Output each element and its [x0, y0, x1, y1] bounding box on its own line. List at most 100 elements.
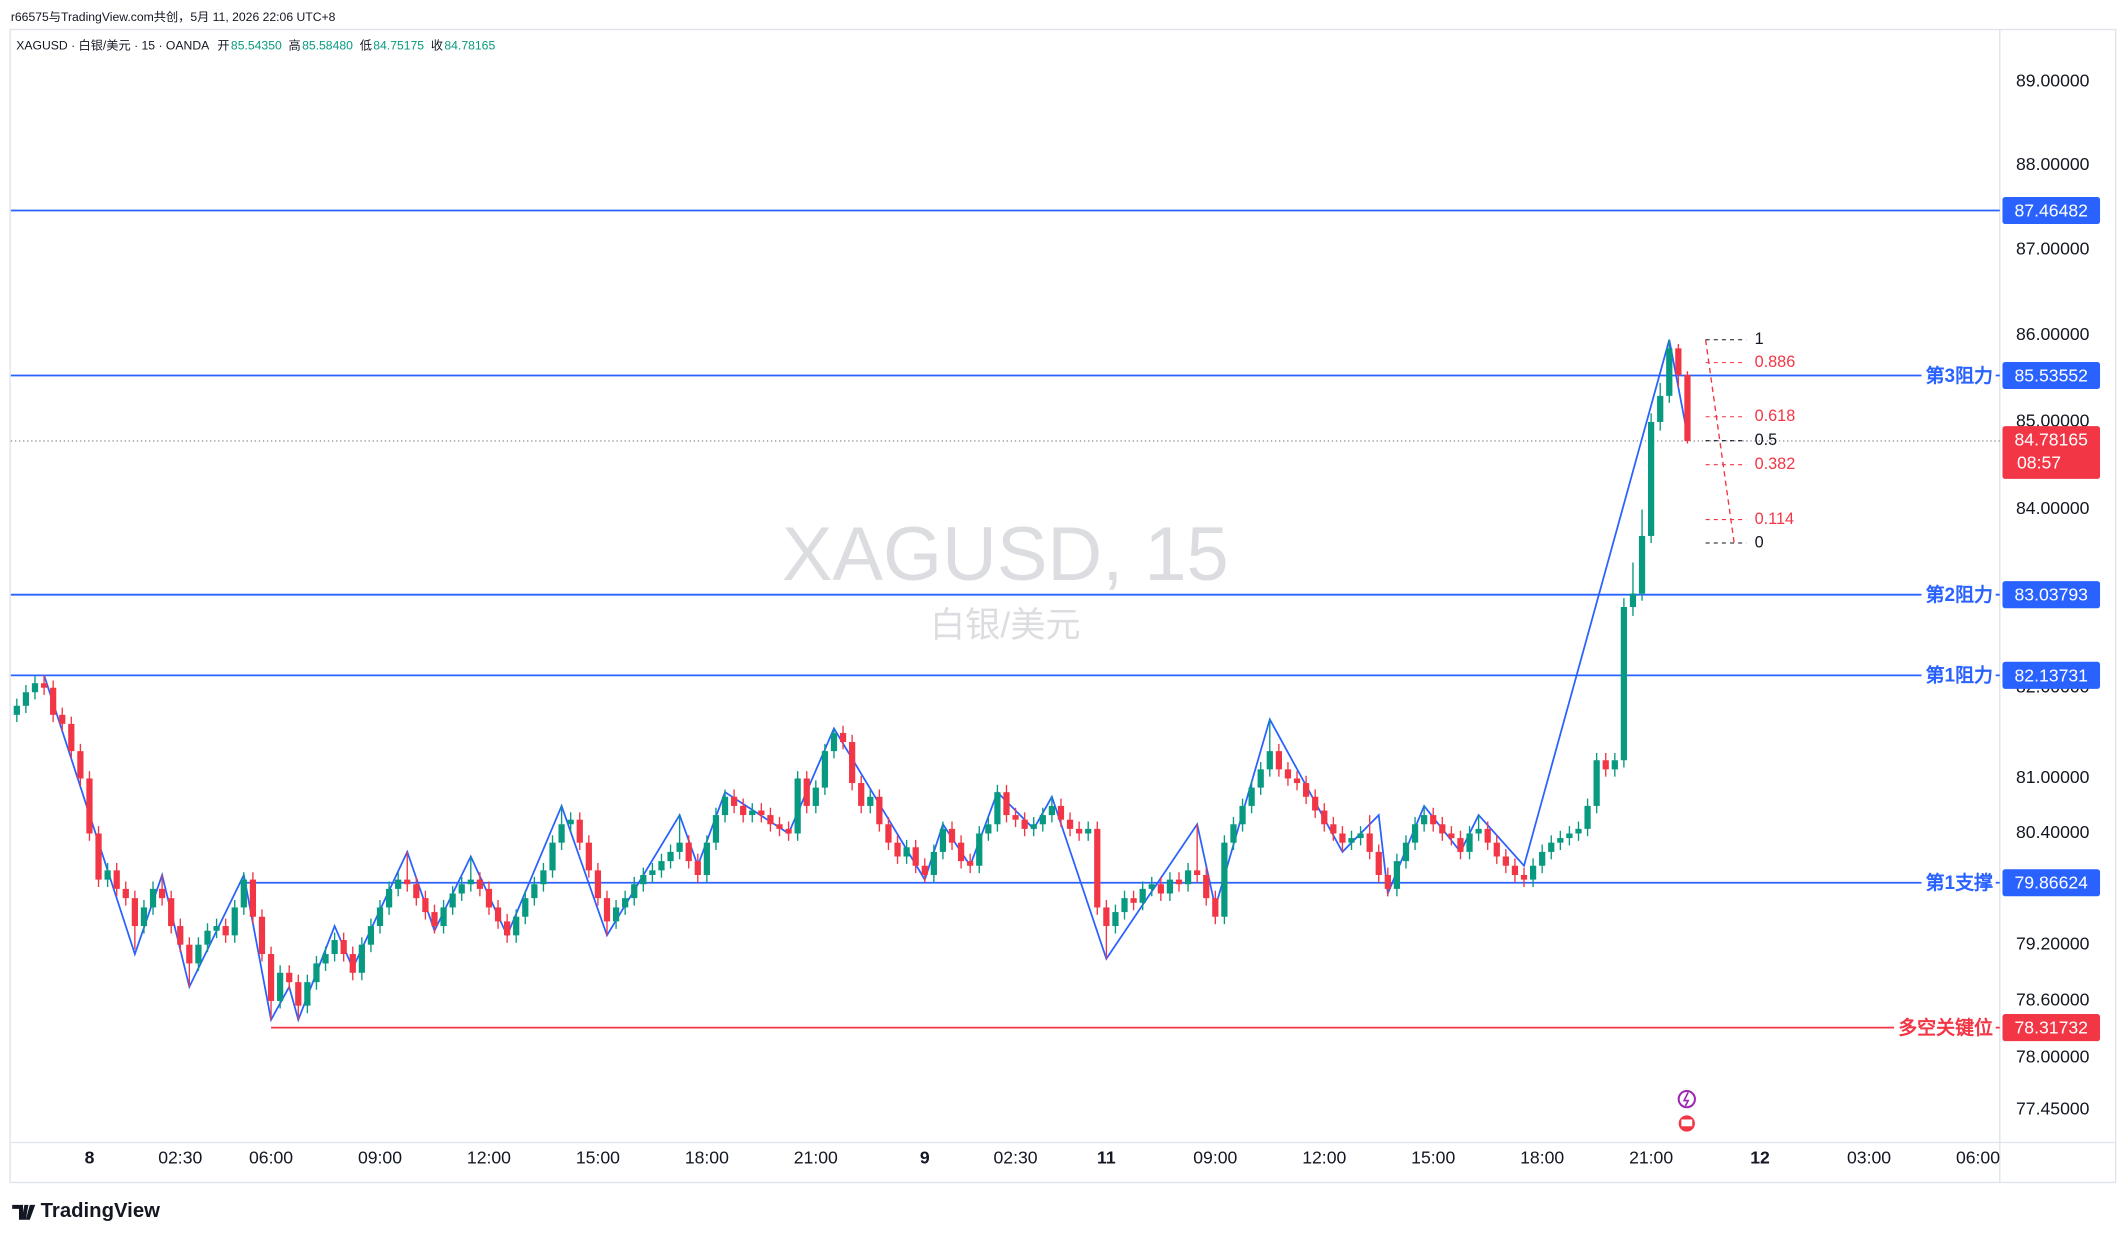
candle-body: [1657, 395, 1664, 422]
candle-body: [885, 824, 892, 843]
candle-body: [703, 842, 710, 875]
candle-body: [1166, 879, 1174, 894]
candle-body: [1539, 851, 1546, 866]
candle-body: [1284, 769, 1292, 779]
candle-body: [277, 972, 284, 1001]
y-tick-label: 87.00000: [2016, 239, 2090, 259]
candle-body: [594, 870, 602, 899]
candle-body: [930, 851, 937, 875]
candle-body: [849, 742, 856, 784]
candle-body: [576, 819, 583, 843]
candle-body: [158, 888, 166, 899]
candle-body: [631, 884, 638, 899]
candle-body: [994, 792, 1001, 825]
candle-body: [1230, 824, 1237, 843]
fib-label: 0.886: [1755, 353, 1796, 371]
candle-body: [440, 907, 447, 927]
candle-body: [694, 861, 701, 875]
level-price-box: [2002, 869, 2101, 897]
candle-body: [1248, 787, 1255, 806]
candle-body: [86, 778, 93, 834]
candle-body: [531, 884, 538, 899]
candle-body: [458, 884, 465, 894]
level-price-label: 83.03793: [2015, 585, 2089, 605]
candle-body: [1375, 851, 1382, 875]
candle-body: [1203, 874, 1210, 899]
brand[interactable]: TradingView: [41, 1200, 160, 1222]
candle-body: [22, 692, 30, 706]
candle-body: [1684, 374, 1691, 441]
candle-body: [867, 796, 874, 806]
y-tick-label: 81.00000: [2016, 767, 2090, 787]
level-name-bg: [1921, 869, 1996, 897]
legend-value: 85.58480: [302, 39, 353, 53]
candle-body: [658, 861, 665, 871]
candle-body: [721, 796, 729, 816]
x-tick-label: 09:00: [358, 1147, 402, 1167]
candle-body: [349, 954, 356, 973]
symbol-line: XAGUSD · 白银/美元 · 15 · OANDA: [16, 38, 210, 53]
candle-body: [730, 796, 738, 806]
candle-body: [113, 870, 120, 889]
candle-body: [504, 921, 511, 936]
x-tick-label: 12: [1750, 1147, 1770, 1167]
credit: r66575与TradingView.com共创，5月 11, 2026 22:…: [11, 10, 336, 24]
level-price-label: 85.53552: [2015, 366, 2088, 386]
event-icon[interactable]: [1677, 1090, 1696, 1109]
candle-body: [422, 898, 429, 913]
level-name: 第3阻力: [1926, 364, 1993, 387]
candle-body: [1030, 824, 1037, 829]
candle-body: [131, 898, 138, 927]
y-tick-label: 86.00000: [2016, 324, 2090, 344]
level-price-label: 79.86624: [2015, 873, 2089, 893]
candle-body: [395, 879, 402, 889]
candle-body: [667, 851, 674, 862]
candle-body: [1066, 819, 1074, 829]
candle-body: [522, 898, 529, 917]
event-icons[interactable]: [1677, 1090, 1696, 1132]
candle-body: [304, 982, 311, 1006]
level-name: 第1阻力: [1926, 664, 1993, 687]
candle-body: [1511, 865, 1519, 875]
candle-body: [186, 944, 193, 964]
candle-body: [1357, 833, 1364, 839]
candle-body: [876, 796, 883, 825]
candle-body: [1293, 778, 1301, 784]
candle-body: [812, 787, 819, 806]
candle-body: [367, 926, 375, 945]
candle-body: [1457, 838, 1464, 852]
candle-body: [1475, 828, 1482, 834]
candle-body: [976, 833, 983, 866]
candle-body: [1321, 810, 1328, 825]
candle-body: [1312, 796, 1319, 811]
candle-body: [1302, 783, 1310, 797]
candle-body: [567, 819, 574, 825]
level-name-bg: [1921, 361, 1996, 390]
x-tick-label: 15:00: [1411, 1147, 1455, 1167]
level-name-bg: [1894, 1014, 1996, 1042]
candle-body: [467, 879, 474, 885]
candle-body: [177, 926, 184, 945]
candle-body: [749, 810, 756, 816]
level-name: 第2阻力: [1926, 583, 1993, 606]
candle-body: [295, 982, 302, 1006]
candle-body: [231, 907, 238, 936]
legend-key: 收: [431, 39, 443, 53]
candle-body: [385, 888, 393, 908]
chart-frame: [9, 28, 2117, 1184]
fib-trend: [1704, 339, 1735, 544]
candle-body: [313, 963, 320, 983]
candle-body: [803, 778, 810, 806]
candle-body: [1076, 828, 1083, 834]
candle-body: [322, 954, 329, 964]
level-price-label: 82.13731: [2015, 665, 2088, 685]
candle-body: [1157, 884, 1164, 894]
y-tick-label: 88.00000: [2016, 154, 2090, 174]
x-tick-label: 11: [1097, 1147, 1116, 1167]
candle-body: [1520, 874, 1528, 880]
candle-body: [140, 907, 148, 927]
candle-body: [1003, 792, 1010, 816]
brand-logo[interactable]: TradingView: [12, 1200, 160, 1222]
candle-body: [1121, 898, 1128, 913]
y-tick-label: 80.40000: [2016, 822, 2090, 842]
